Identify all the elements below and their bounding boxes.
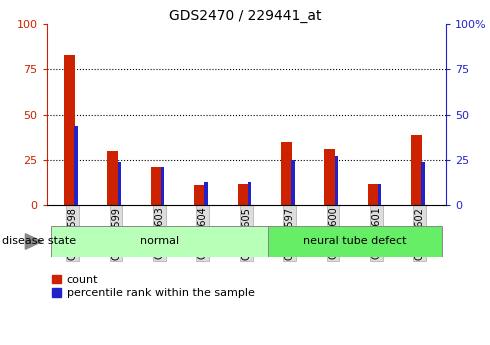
Text: disease state: disease state bbox=[2, 237, 76, 246]
Bar bbox=[411, 135, 422, 205]
Bar bbox=[51, 226, 268, 257]
Bar bbox=[268, 226, 441, 257]
Bar bbox=[378, 184, 381, 205]
Bar bbox=[161, 167, 165, 205]
Bar bbox=[281, 142, 292, 205]
Legend: count, percentile rank within the sample: count, percentile rank within the sample bbox=[52, 275, 254, 298]
Text: normal: normal bbox=[140, 237, 179, 246]
Bar bbox=[421, 162, 425, 205]
Bar bbox=[118, 162, 121, 205]
Bar bbox=[204, 182, 208, 205]
Polygon shape bbox=[25, 234, 42, 249]
Bar bbox=[335, 156, 338, 205]
Bar bbox=[194, 185, 205, 205]
Bar bbox=[151, 167, 162, 205]
Bar bbox=[324, 149, 335, 205]
Bar bbox=[248, 182, 251, 205]
Bar bbox=[74, 126, 77, 205]
Bar bbox=[64, 55, 75, 205]
Bar bbox=[238, 184, 248, 205]
Text: neural tube defect: neural tube defect bbox=[303, 237, 407, 246]
Bar bbox=[291, 160, 294, 205]
Bar bbox=[368, 184, 379, 205]
Bar bbox=[107, 151, 118, 205]
Text: GDS2470 / 229441_at: GDS2470 / 229441_at bbox=[169, 9, 321, 23]
